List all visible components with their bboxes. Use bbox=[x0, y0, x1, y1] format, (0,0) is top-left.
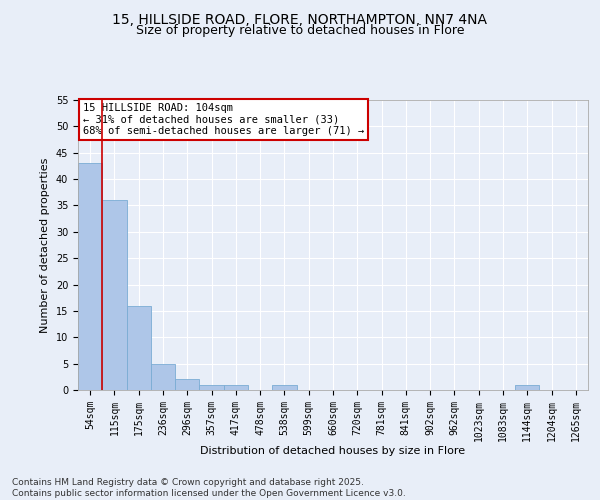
Text: Size of property relative to detached houses in Flore: Size of property relative to detached ho… bbox=[136, 24, 464, 37]
Text: 15 HILLSIDE ROAD: 104sqm
← 31% of detached houses are smaller (33)
68% of semi-d: 15 HILLSIDE ROAD: 104sqm ← 31% of detach… bbox=[83, 103, 364, 136]
Bar bbox=[199, 384, 224, 390]
Bar bbox=[127, 306, 151, 390]
Bar bbox=[224, 384, 248, 390]
Text: Contains HM Land Registry data © Crown copyright and database right 2025.
Contai: Contains HM Land Registry data © Crown c… bbox=[12, 478, 406, 498]
X-axis label: Distribution of detached houses by size in Flore: Distribution of detached houses by size … bbox=[200, 446, 466, 456]
Bar bbox=[175, 380, 199, 390]
Bar bbox=[272, 384, 296, 390]
Bar bbox=[102, 200, 127, 390]
Text: 15, HILLSIDE ROAD, FLORE, NORTHAMPTON, NN7 4NA: 15, HILLSIDE ROAD, FLORE, NORTHAMPTON, N… bbox=[113, 12, 487, 26]
Y-axis label: Number of detached properties: Number of detached properties bbox=[40, 158, 50, 332]
Bar bbox=[78, 164, 102, 390]
Bar bbox=[515, 384, 539, 390]
Bar bbox=[151, 364, 175, 390]
